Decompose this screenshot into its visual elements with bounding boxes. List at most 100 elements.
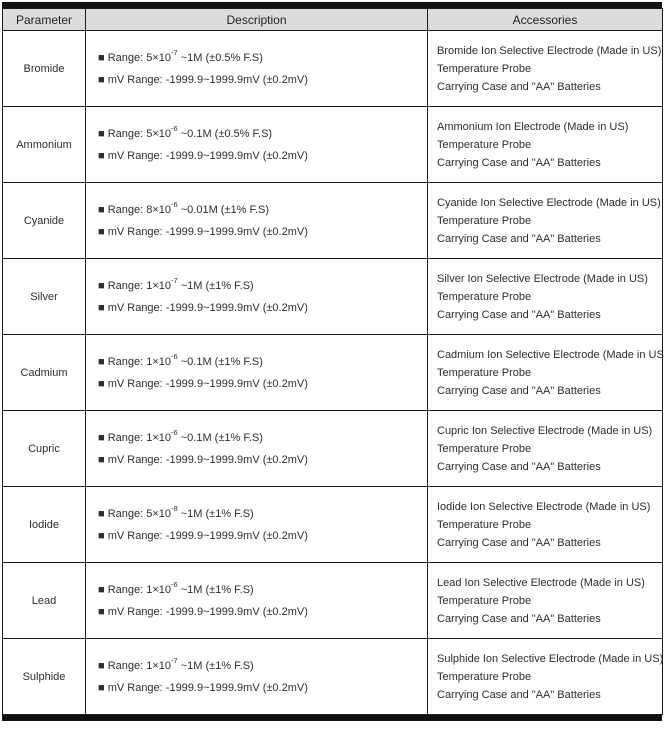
accessory-line: Silver Ion Selective Electrode (Made in … bbox=[437, 272, 648, 285]
accessories-cell: Sulphide Ion Selective Electrode (Made i… bbox=[427, 638, 663, 715]
range-exponent: -6 bbox=[171, 123, 178, 133]
mv-range-line: ■ mV Range: -1999.9~1999.9mV (±0.2mV) bbox=[98, 69, 423, 91]
accessory-line: Temperature Probe bbox=[437, 62, 532, 75]
range-line: ■ Range: 5×10-6 ~0.1M (±0.5% F.S) bbox=[98, 123, 423, 145]
range-suffix-text: ~0.1M (±0.5% F.S) bbox=[177, 127, 273, 140]
table-row: Cyanide ■ Range: 8×10-6 ~0.01M (±1% F.S)… bbox=[2, 182, 663, 259]
range-suffix-text: ~1M (±1% F.S) bbox=[177, 583, 254, 596]
range-suffix-text: ~1M (±1% F.S) bbox=[177, 279, 254, 292]
accessories-cell: Iodide Ion Selective Electrode (Made in … bbox=[427, 486, 663, 563]
accessory-line: Iodide Ion Selective Electrode (Made in … bbox=[437, 500, 651, 513]
description-cell: ■ Range: 1×10-6 ~0.1M (±1% F.S) ■ mV Ran… bbox=[85, 334, 428, 411]
accessory-line: Temperature Probe bbox=[437, 442, 532, 455]
table-row: Cupric ■ Range: 1×10-6 ~0.1M (±1% F.S) ■… bbox=[2, 410, 663, 487]
accessory-line: Carrying Case and "AA" Batteries bbox=[437, 156, 601, 169]
description-cell: ■ Range: 5×10-6 ~0.1M (±0.5% F.S) ■ mV R… bbox=[85, 106, 428, 183]
range-text: ■ Range: 1×10 bbox=[98, 583, 172, 596]
parameter-cell: Cupric bbox=[2, 410, 86, 487]
header-accessories: Accessories bbox=[427, 8, 663, 31]
mv-range-line: ■ mV Range: -1999.9~1999.9mV (±0.2mV) bbox=[98, 297, 423, 319]
range-line: ■ Range: 1×10-7 ~1M (±1% F.S) bbox=[98, 655, 423, 677]
parameter-label: Silver bbox=[30, 290, 58, 303]
mv-range-text: ■ mV Range: -1999.9~1999.9mV (±0.2mV) bbox=[98, 605, 308, 618]
accessories-cell: Cyanide Ion Selective Electrode (Made in… bbox=[427, 182, 663, 259]
range-exponent: -6 bbox=[171, 579, 178, 589]
description-cell: ■ Range: 1×10-6 ~1M (±1% F.S) ■ mV Range… bbox=[85, 562, 428, 639]
description-cell: ■ Range: 1×10-7 ~1M (±1% F.S) ■ mV Range… bbox=[85, 638, 428, 715]
parameter-cell: Sulphide bbox=[2, 638, 86, 715]
mv-range-line: ■ mV Range: -1999.9~1999.9mV (±0.2mV) bbox=[98, 525, 423, 547]
mv-range-text: ■ mV Range: -1999.9~1999.9mV (±0.2mV) bbox=[98, 73, 308, 86]
mv-range-line: ■ mV Range: -1999.9~1999.9mV (±0.2mV) bbox=[98, 449, 423, 471]
parameter-cell: Silver bbox=[2, 258, 86, 335]
range-line: ■ Range: 1×10-6 ~0.1M (±1% F.S) bbox=[98, 427, 423, 449]
accessory-line: Carrying Case and "AA" Batteries bbox=[437, 232, 601, 245]
accessory-line: Carrying Case and "AA" Batteries bbox=[437, 460, 601, 473]
range-exponent: -6 bbox=[171, 351, 178, 361]
range-suffix-text: ~1M (±1% F.S) bbox=[177, 659, 254, 672]
range-text: ■ Range: 5×10 bbox=[98, 127, 172, 140]
mv-range-line: ■ mV Range: -1999.9~1999.9mV (±0.2mV) bbox=[98, 373, 423, 395]
header-parameter: Parameter bbox=[2, 8, 86, 31]
mv-range-line: ■ mV Range: -1999.9~1999.9mV (±0.2mV) bbox=[98, 677, 423, 699]
accessory-line: Cadmium Ion Selective Electrode (Made in… bbox=[437, 348, 664, 361]
mv-range-line: ■ mV Range: -1999.9~1999.9mV (±0.2mV) bbox=[98, 221, 423, 243]
parameter-label: Cyanide bbox=[23, 214, 65, 227]
range-line: ■ Range: 8×10-6 ~0.01M (±1% F.S) bbox=[98, 199, 423, 221]
table-row: Sulphide ■ Range: 1×10-7 ~1M (±1% F.S) ■… bbox=[2, 638, 663, 715]
range-exponent: -6 bbox=[171, 427, 178, 437]
parameter-cell: Bromide bbox=[2, 30, 86, 107]
range-text: ■ Range: 1×10 bbox=[98, 355, 172, 368]
range-line: ■ Range: 5×10-7 ~1M (±0.5% F.S) bbox=[98, 47, 423, 69]
parameter-label: Cadmium bbox=[20, 366, 68, 379]
parameter-cell: Lead bbox=[2, 562, 86, 639]
accessory-line: Lead Ion Selective Electrode (Made in US… bbox=[437, 576, 645, 589]
description-cell: ■ Range: 1×10-6 ~0.1M (±1% F.S) ■ mV Ran… bbox=[85, 410, 428, 487]
accessory-line: Carrying Case and "AA" Batteries bbox=[437, 80, 601, 93]
range-suffix-text: ~1M (±0.5% F.S) bbox=[177, 51, 263, 64]
range-text: ■ Range: 8×10 bbox=[98, 203, 172, 216]
accessory-line: Temperature Probe bbox=[437, 138, 532, 151]
range-suffix-text: ~0.1M (±1% F.S) bbox=[177, 431, 263, 444]
mv-range-line: ■ mV Range: -1999.9~1999.9mV (±0.2mV) bbox=[98, 601, 423, 623]
parameter-label: Ammonium bbox=[16, 138, 72, 151]
range-exponent: -7 bbox=[171, 655, 178, 665]
description-cell: ■ Range: 5×10-7 ~1M (±0.5% F.S) ■ mV Ran… bbox=[85, 30, 428, 107]
accessory-line: Bromide Ion Selective Electrode (Made in… bbox=[437, 44, 662, 57]
range-exponent: -7 bbox=[171, 47, 178, 57]
mv-range-text: ■ mV Range: -1999.9~1999.9mV (±0.2mV) bbox=[98, 377, 308, 390]
accessories-cell: Cupric Ion Selective Electrode (Made in … bbox=[427, 410, 663, 487]
bottom-border-bar bbox=[2, 715, 662, 721]
table-row: Cadmium ■ Range: 1×10-6 ~0.1M (±1% F.S) … bbox=[2, 334, 664, 411]
header-row: Parameter Description Accessories bbox=[2, 8, 663, 31]
description-cell: ■ Range: 8×10-6 ~0.01M (±1% F.S) ■ mV Ra… bbox=[85, 182, 428, 259]
description-cell: ■ Range: 1×10-7 ~1M (±1% F.S) ■ mV Range… bbox=[85, 258, 428, 335]
table-row: Ammonium ■ Range: 5×10-6 ~0.1M (±0.5% F.… bbox=[2, 106, 663, 183]
mv-range-text: ■ mV Range: -1999.9~1999.9mV (±0.2mV) bbox=[98, 225, 308, 238]
parameter-label: Iodide bbox=[29, 518, 59, 531]
parameter-cell: Ammonium bbox=[2, 106, 86, 183]
table-body: Bromide ■ Range: 5×10-7 ~1M (±0.5% F.S) … bbox=[2, 30, 664, 715]
accessory-line: Carrying Case and "AA" Batteries bbox=[437, 384, 601, 397]
accessory-line: Temperature Probe bbox=[437, 670, 532, 683]
parameter-label: Cupric bbox=[28, 442, 60, 455]
mv-range-text: ■ mV Range: -1999.9~1999.9mV (±0.2mV) bbox=[98, 149, 308, 162]
ion-electrode-spec-table: Parameter Description Accessories Bromid… bbox=[2, 8, 664, 715]
mv-range-text: ■ mV Range: -1999.9~1999.9mV (±0.2mV) bbox=[98, 681, 308, 694]
range-suffix-text: ~0.1M (±1% F.S) bbox=[177, 355, 263, 368]
range-line: ■ Range: 1×10-7 ~1M (±1% F.S) bbox=[98, 275, 423, 297]
range-line: ■ Range: 1×10-6 ~0.1M (±1% F.S) bbox=[98, 351, 423, 373]
accessories-cell: Cadmium Ion Selective Electrode (Made in… bbox=[427, 334, 664, 411]
accessory-line: Temperature Probe bbox=[437, 290, 532, 303]
parameter-label: Sulphide bbox=[22, 670, 66, 683]
parameter-cell: Iodide bbox=[2, 486, 86, 563]
range-exponent: -7 bbox=[171, 275, 178, 285]
header-description: Description bbox=[85, 8, 428, 31]
table-header: Parameter Description Accessories bbox=[2, 8, 663, 31]
accessory-line: Temperature Probe bbox=[437, 366, 532, 379]
table-row: Bromide ■ Range: 5×10-7 ~1M (±0.5% F.S) … bbox=[2, 30, 663, 107]
accessory-line: Cyanide Ion Selective Electrode (Made in… bbox=[437, 196, 661, 209]
range-suffix-text: ~0.01M (±1% F.S) bbox=[177, 203, 270, 216]
parameter-label: Bromide bbox=[23, 62, 65, 75]
range-text: ■ Range: 5×10 bbox=[98, 51, 172, 64]
